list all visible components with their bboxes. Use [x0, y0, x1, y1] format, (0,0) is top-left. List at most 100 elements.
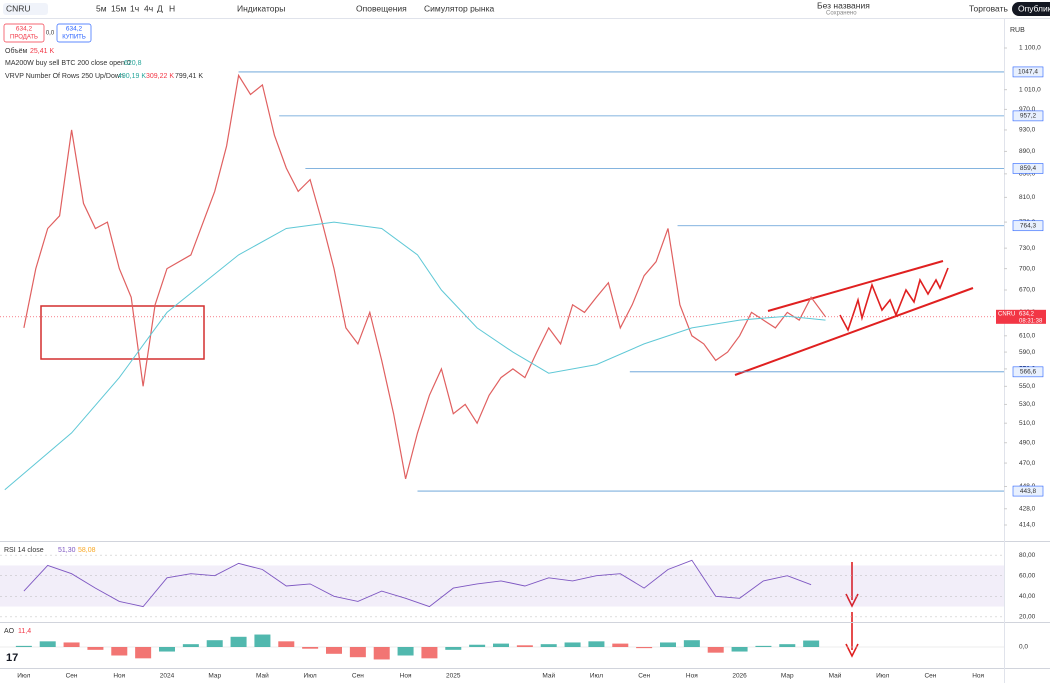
x-tick-label: Ноя	[972, 673, 984, 680]
ao-value: 11,4	[18, 628, 31, 635]
buy-button[interactable]	[56, 23, 92, 43]
x-tick-label: Июл	[17, 673, 30, 680]
channel-bottom	[734, 287, 974, 376]
level-label: 859,4	[1020, 165, 1037, 172]
rsi-band	[0, 565, 1004, 607]
ao-bar	[445, 647, 462, 650]
last-time: 08:31:38	[1019, 318, 1043, 324]
level-label: 764,3	[1020, 222, 1037, 229]
ao-bar	[779, 644, 796, 647]
level-box	[1012, 485, 1044, 497]
ao-bar	[373, 647, 390, 660]
y-tick-label: 610,0	[1019, 333, 1036, 340]
rsi-line	[23, 559, 812, 608]
rsi-tick-label: 60,00	[1019, 572, 1036, 579]
interval[interactable]: 15м	[111, 3, 126, 13]
alerts-button[interactable]: Оповещения	[356, 3, 407, 13]
y-tick-label: 530,0	[1019, 401, 1036, 408]
x-tick-label: Сен	[638, 673, 650, 680]
ao-bar	[612, 643, 629, 647]
ao-bar	[206, 640, 223, 647]
y-tick-label: 414,0	[1019, 522, 1036, 529]
ao-title: AO	[4, 628, 15, 635]
indicators-button[interactable]: Индикаторы	[237, 3, 285, 13]
ao-bar	[564, 642, 581, 647]
symbol-box[interactable]	[3, 3, 48, 15]
x-tick-label: Мар	[781, 673, 794, 680]
trade-button[interactable]: Торговать	[969, 3, 1008, 13]
legend-ma: MA200W buy sell BTC 200 close open 0	[5, 60, 131, 67]
x-tick-label: Май	[542, 672, 555, 680]
interval[interactable]: Н	[169, 3, 175, 13]
ao-bar	[326, 647, 342, 654]
x-tick-label: 2025	[446, 673, 461, 680]
y-tick-label: 670,0	[1019, 287, 1036, 294]
logo: 17	[6, 652, 18, 664]
saved-status: Сохранено	[826, 11, 857, 17]
layout-name[interactable]: Без названия	[817, 0, 870, 10]
publish-label[interactable]: Опубликовать	[1018, 3, 1050, 13]
interval[interactable]: 1ч	[130, 3, 139, 13]
ao-bar	[493, 643, 509, 647]
ao-bar	[469, 644, 486, 647]
ao-bar	[302, 647, 319, 649]
ao-bar	[349, 647, 366, 658]
x-tick-label: Ноя	[113, 673, 125, 680]
sell-price[interactable]: 634,2	[16, 26, 33, 33]
ao-bar	[15, 645, 32, 647]
interval[interactable]: 5м	[96, 3, 107, 13]
last-ticker: CNRU	[998, 311, 1015, 317]
simulator-button[interactable]: Симулятор рынка	[424, 3, 495, 13]
last-price: 634,2	[1019, 311, 1035, 317]
interval[interactable]: 4ч	[144, 3, 153, 13]
legend-vrvp-total: 799,41 K	[175, 73, 203, 80]
level-box	[1012, 220, 1044, 232]
arrow-down	[845, 612, 859, 658]
level-label: 1047,4	[1018, 69, 1038, 76]
last-price-box	[996, 309, 1046, 324]
y-tick-label: 1 010,0	[1019, 86, 1041, 93]
legend-ma-value: 620,8	[124, 60, 142, 67]
ao-bar	[660, 642, 676, 647]
legend-vrvp: VRVP Number Of Rows 250 Up/Down	[5, 73, 124, 80]
buy-price[interactable]: 634,2	[66, 26, 83, 33]
interval[interactable]: Д	[157, 3, 163, 13]
ao-bar	[182, 644, 199, 647]
sell-button[interactable]	[3, 23, 45, 43]
arrow-down	[845, 562, 859, 608]
forecast-zigzag	[839, 267, 949, 333]
ma-line	[4, 221, 826, 491]
sell-label[interactable]: ПРОДАТЬ	[10, 35, 38, 41]
ao-bar	[803, 640, 820, 647]
y-tick-label: 850,0	[1019, 171, 1036, 178]
toolbar	[0, 0, 1050, 18]
ao-bar	[636, 647, 653, 649]
x-tick-label: 2026	[732, 673, 747, 680]
legend-vrvp-down: 309,22 K	[146, 73, 174, 80]
level-label: 443,8	[1020, 488, 1037, 495]
y-tick-label: 970,0	[1019, 106, 1036, 113]
rsi-tick-label: 80,00	[1019, 552, 1036, 559]
y-tick-label: 930,0	[1019, 127, 1036, 134]
x-tick-label: Ноя	[400, 673, 412, 680]
y-tick-label: 428,0	[1019, 505, 1036, 512]
channel-top	[767, 260, 944, 312]
level-box	[1012, 163, 1044, 174]
ao-bar	[278, 641, 295, 647]
ao-bar	[540, 644, 557, 647]
ao-bar	[707, 647, 724, 653]
ao-bar	[87, 647, 104, 650]
x-tick-label: Июл	[876, 673, 889, 680]
ticker[interactable]: CNRU	[6, 3, 31, 13]
level-box	[1012, 366, 1044, 378]
publish-button[interactable]	[1012, 2, 1050, 16]
x-tick-label: Май	[829, 672, 842, 680]
x-tick-label: Май	[256, 672, 269, 680]
buy-label[interactable]: КУПИТЬ	[62, 35, 86, 41]
spread: 0,0	[46, 31, 55, 37]
x-tick-label: Июл	[304, 673, 317, 680]
y-tick-label: 700,0	[1019, 265, 1036, 272]
ao-bar	[421, 647, 438, 659]
currency: RUB	[1010, 27, 1025, 34]
